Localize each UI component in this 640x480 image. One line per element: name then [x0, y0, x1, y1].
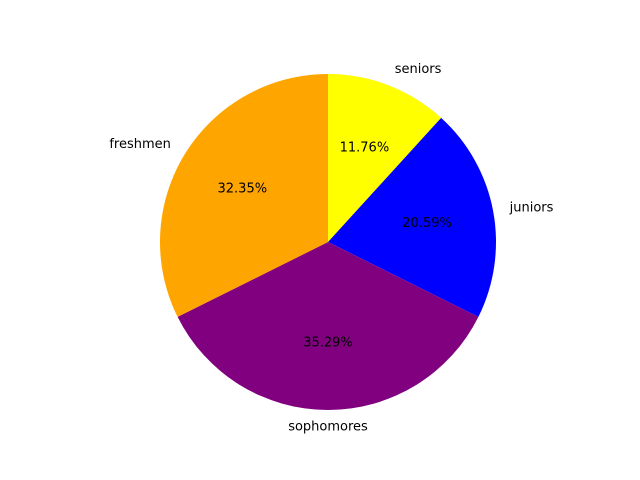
pie-slice-sophomores: [177, 242, 479, 410]
pie-label-seniors: seniors: [395, 62, 442, 77]
pie-percent-seniors: 11.76%: [340, 141, 390, 156]
pie-slice-freshmen: [159, 74, 328, 317]
pie-slice-juniors: [328, 117, 496, 317]
pie-labels: seniors 11.76% juniors 20.59% sophomores 35.2…: [109, 62, 553, 434]
pie-slices: [159, 74, 496, 410]
pie-slice-seniors: [328, 74, 442, 242]
pie-label-juniors: juniors: [509, 201, 554, 216]
pie-label-freshmen: freshmen: [109, 137, 171, 152]
pie-percent-sophomores: 35.29%: [303, 335, 353, 350]
pie-percent-freshmen: 32.35%: [218, 181, 268, 196]
pie-label-sophomores: sophomores: [288, 419, 368, 434]
pie-percent-juniors: 20.59%: [402, 216, 452, 231]
